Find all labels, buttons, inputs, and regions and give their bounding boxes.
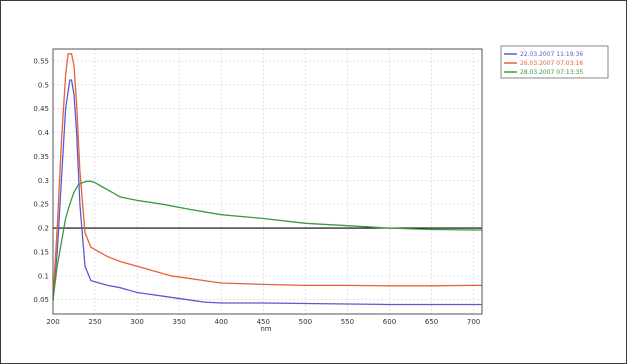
series-line-1 (52, 79, 482, 306)
x-axis-ticks: 200 250 300 350 400 450 500 550 600 650 700 (46, 318, 480, 326)
x-tick-label: 650 (425, 318, 438, 326)
legend: 22.03.2007 11:19:36 26.03.2007 07:03:16 28… (500, 45, 609, 79)
y-tick-label: 0.15 (33, 248, 49, 256)
x-tick-label: 450 (257, 318, 270, 326)
x-tick-label: 550 (341, 318, 354, 326)
legend-label-1: 22.03.2007 11:19:36 (520, 51, 583, 58)
y-tick-label: 0.45 (33, 105, 49, 113)
series-line-3 (52, 180, 482, 300)
y-tick-label: 0.55 (33, 57, 49, 65)
x-tick-label: 600 (383, 318, 396, 326)
plot-background (53, 49, 482, 314)
plot-border (52, 48, 483, 315)
legend-box (500, 45, 609, 79)
y-tick-label: 0.35 (33, 153, 49, 161)
y-tick-label: 0.25 (33, 201, 49, 209)
x-axis-label: nm (260, 325, 271, 333)
x-tick-label: 250 (88, 318, 101, 326)
y-axis-ticks: 0.05 0.1 0.15 0.2 0.25 0.3 0.35 0.4 0.45 0.5 0.55 (33, 57, 49, 304)
legend-label-2: 26.03.2007 07:03:16 (520, 60, 583, 67)
x-tick-label: 500 (299, 318, 312, 326)
x-tick-label: 400 (215, 318, 228, 326)
y-tick-label: 0.1 (38, 272, 49, 280)
series-line-2 (52, 53, 482, 300)
y-tick-label: 0.2 (38, 225, 49, 233)
grid-layer (52, 49, 482, 314)
x-tick-label: 200 (46, 318, 59, 326)
y-tick-label: 0.05 (33, 296, 49, 304)
y-tick-label: 0.3 (38, 177, 49, 185)
x-tick-label: 700 (467, 318, 480, 326)
y-tick-label: 0.5 (38, 81, 49, 89)
series-layer (52, 53, 482, 306)
legend-label-3: 28.03.2007 07:13:35 (520, 69, 583, 76)
x-tick-label: 300 (130, 318, 143, 326)
y-tick-label: 0.4 (38, 129, 50, 137)
x-tick-label: 350 (172, 318, 185, 326)
